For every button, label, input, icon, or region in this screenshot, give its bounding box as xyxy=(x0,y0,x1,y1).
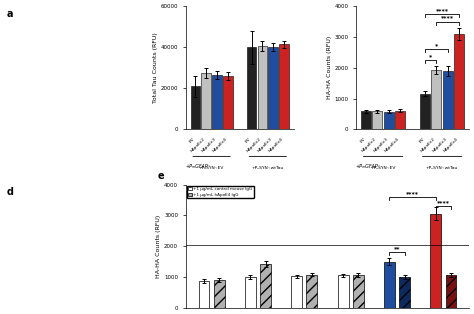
Bar xyxy=(431,70,441,129)
Bar xyxy=(268,47,278,129)
Text: ****: **** xyxy=(406,191,419,196)
Bar xyxy=(199,281,210,308)
Text: +PₚSYN·:EV: +PₚSYN·:EV xyxy=(370,166,396,170)
Text: +PₘGFAP⁻: +PₘGFAP⁻ xyxy=(186,164,211,169)
Text: hApoEε3: hApoEε3 xyxy=(431,137,448,153)
Text: +PₚSYN·:EV: +PₚSYN·:EV xyxy=(199,166,224,170)
Text: **: ** xyxy=(394,246,400,252)
Bar xyxy=(384,262,395,308)
Bar xyxy=(245,277,256,308)
Bar xyxy=(361,111,371,129)
Bar xyxy=(395,111,405,129)
Bar xyxy=(373,111,383,129)
Text: hApoEε3: hApoEε3 xyxy=(257,137,273,153)
Bar xyxy=(247,47,256,129)
Text: hApoEε4: hApoEε4 xyxy=(443,137,459,153)
Text: d: d xyxy=(7,187,14,197)
Text: hApoEε2: hApoEε2 xyxy=(190,137,206,153)
Bar xyxy=(292,276,302,308)
Text: +PₘGFAP⁻: +PₘGFAP⁻ xyxy=(356,164,381,169)
Text: ****: **** xyxy=(441,15,454,20)
Bar xyxy=(337,275,348,308)
Text: ****: **** xyxy=(436,8,448,13)
Bar xyxy=(191,86,200,129)
Y-axis label: HA-HA Counts (RFU): HA-HA Counts (RFU) xyxy=(327,36,331,100)
Text: EV: EV xyxy=(418,137,425,143)
Bar xyxy=(212,75,222,129)
Bar xyxy=(430,214,441,308)
Bar xyxy=(353,275,364,308)
Bar xyxy=(223,76,233,129)
Bar xyxy=(420,94,430,129)
Bar xyxy=(454,34,464,129)
Text: hApoEε4: hApoEε4 xyxy=(384,137,400,153)
Text: EV: EV xyxy=(359,137,366,143)
Text: EV: EV xyxy=(189,137,195,143)
Text: *: * xyxy=(429,54,432,59)
Bar xyxy=(307,274,317,308)
Text: ****: **** xyxy=(437,200,450,205)
Bar xyxy=(443,71,453,129)
Text: hApoEε2: hApoEε2 xyxy=(420,137,437,153)
Legend: +1 μg/mL control mouse IgG, +1 μg/mL hApoE4 IgG: +1 μg/mL control mouse IgG, +1 μg/mL hAp… xyxy=(187,186,254,198)
Text: EV: EV xyxy=(245,137,252,143)
Text: e: e xyxy=(157,171,164,181)
Bar xyxy=(260,264,271,308)
Y-axis label: Total Tau Counts (RFU): Total Tau Counts (RFU) xyxy=(153,32,158,103)
Bar xyxy=(258,46,267,129)
Text: +PₚSYN·:wtTau: +PₚSYN·:wtTau xyxy=(252,166,284,170)
Text: hApoEε3: hApoEε3 xyxy=(373,137,389,153)
Bar xyxy=(384,112,394,129)
Text: hApoEε2: hApoEε2 xyxy=(361,137,377,153)
Text: hApoEε3: hApoEε3 xyxy=(201,137,217,153)
Text: *: * xyxy=(435,43,438,48)
Text: +PₚSYN·:wtTau: +PₚSYN·:wtTau xyxy=(426,166,458,170)
Text: hApoEε2: hApoEε2 xyxy=(246,137,263,153)
Bar xyxy=(399,277,410,308)
Bar xyxy=(214,280,225,308)
Y-axis label: HA-HA Counts (RFU): HA-HA Counts (RFU) xyxy=(156,214,161,278)
Bar xyxy=(201,73,211,129)
Bar xyxy=(279,44,289,129)
Text: a: a xyxy=(7,9,14,19)
Bar xyxy=(446,275,456,308)
Text: hApoEε4: hApoEε4 xyxy=(211,137,228,153)
Text: hApoEε4: hApoEε4 xyxy=(268,137,284,153)
